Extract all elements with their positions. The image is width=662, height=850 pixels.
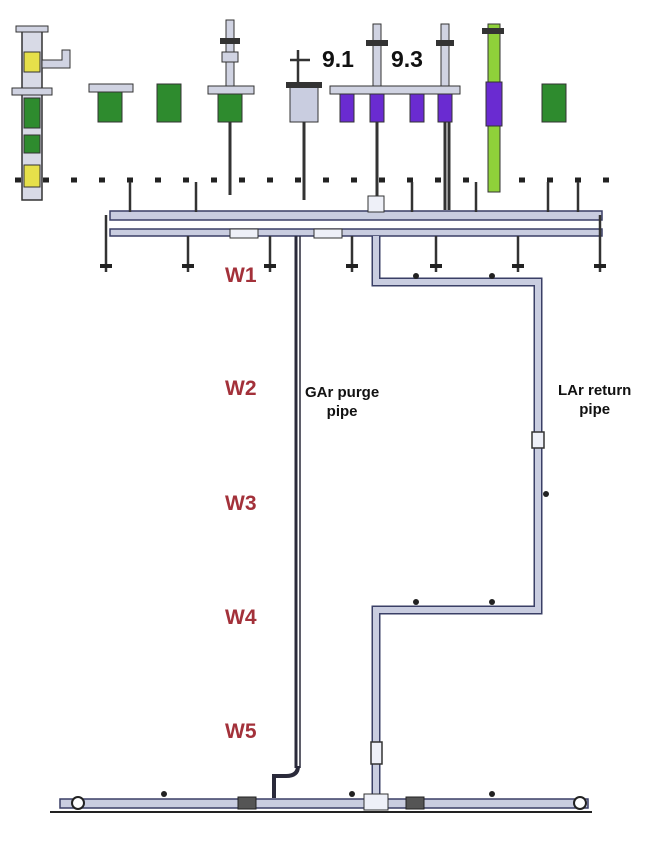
bottom-pipe-supports: [161, 791, 495, 797]
top-feedthrough-row: [11, 19, 620, 210]
purple-flange-group: [329, 23, 461, 210]
green-flange-2: [156, 83, 182, 123]
window-label-w2: W2: [225, 377, 257, 400]
gar-purge-pipe-label-line1: GAr purge: [305, 384, 380, 401]
left-stack-flange: [11, 25, 71, 201]
lar-pipe-supports: [413, 273, 549, 605]
bottom-header-pipe: [50, 793, 592, 813]
gar-purge-pipe-label: GAr purge pipe: [305, 383, 379, 421]
green-flange-4: [541, 83, 567, 123]
green-flange-3: [207, 19, 255, 195]
lar-return-pipe: [370, 236, 545, 800]
green-flange-1: [88, 83, 134, 123]
window-label-w4: W4: [225, 606, 257, 629]
lar-return-pipe-label-line1: LAr return: [558, 382, 632, 399]
lar-return-pipe-label-line2: pipe: [579, 401, 611, 418]
port-label-9-3: 9.3: [389, 46, 425, 73]
gar-purge-feedthrough: [286, 50, 322, 200]
lime-feedthrough: [482, 23, 504, 193]
gar-purge-pipe-label-line2: pipe: [326, 403, 358, 420]
upper-header-pipe: [109, 195, 603, 239]
gar-purge-pipe: [272, 236, 301, 798]
lar-return-pipe-label: LAr return pipe: [558, 381, 631, 419]
window-label-w1: W1: [225, 264, 257, 287]
window-label-w3: W3: [225, 492, 257, 515]
header-leg-caps: [100, 264, 606, 268]
header-drop-legs: [104, 182, 602, 272]
window-label-w5: W5: [225, 720, 257, 743]
port-label-9-1: 9.1: [320, 46, 356, 73]
